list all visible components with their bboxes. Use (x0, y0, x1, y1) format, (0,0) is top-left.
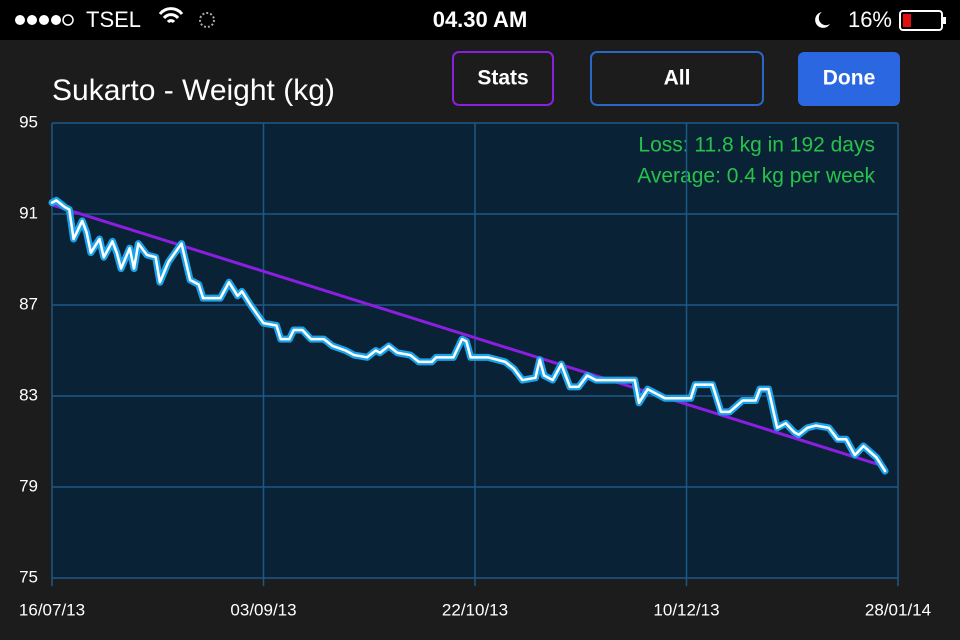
battery-tip (943, 17, 946, 24)
x-tick-label: 22/10/13 (442, 600, 508, 619)
battery (899, 10, 943, 31)
annotation: Loss: 11.8 kg in 192 days (638, 134, 875, 157)
y-tick-label: 87 (19, 294, 38, 313)
stats-button[interactable] (452, 51, 554, 106)
stats-label[interactable]: Stats (477, 67, 528, 90)
y-tick-label: 83 (19, 385, 38, 404)
carrier: TSEL (86, 7, 141, 32)
y-tick-label: 91 (19, 203, 38, 222)
moon-icon (815, 12, 830, 28)
x-tick-label: 10/12/13 (653, 600, 719, 619)
x-tick-label: 16/07/13 (19, 600, 85, 619)
chart-title: Sukarto - Weight (kg) (52, 74, 335, 107)
y-tick-label: 95 (19, 112, 38, 131)
status-bar (0, 0, 960, 40)
weight-line (50, 199, 887, 473)
signal-dots (15, 14, 74, 26)
all-label[interactable]: All (664, 67, 691, 90)
x-tick-label: 03/09/13 (230, 600, 296, 619)
battery-level (903, 14, 911, 27)
battery-percent: 16% (848, 7, 892, 32)
trend-line (50, 203, 887, 469)
all-button[interactable] (590, 51, 764, 106)
annotation: Average: 0.4 kg per week (637, 165, 875, 188)
x-tick-label: 28/01/14 (865, 600, 931, 619)
y-tick-label: 75 (19, 567, 38, 586)
done-label[interactable]: Done (823, 67, 876, 90)
done-button[interactable] (798, 52, 900, 106)
y-tick-label: 79 (19, 476, 38, 495)
wifi-icon (158, 7, 184, 24)
spinner (199, 12, 215, 28)
clock: 04.30 AM (433, 7, 528, 32)
